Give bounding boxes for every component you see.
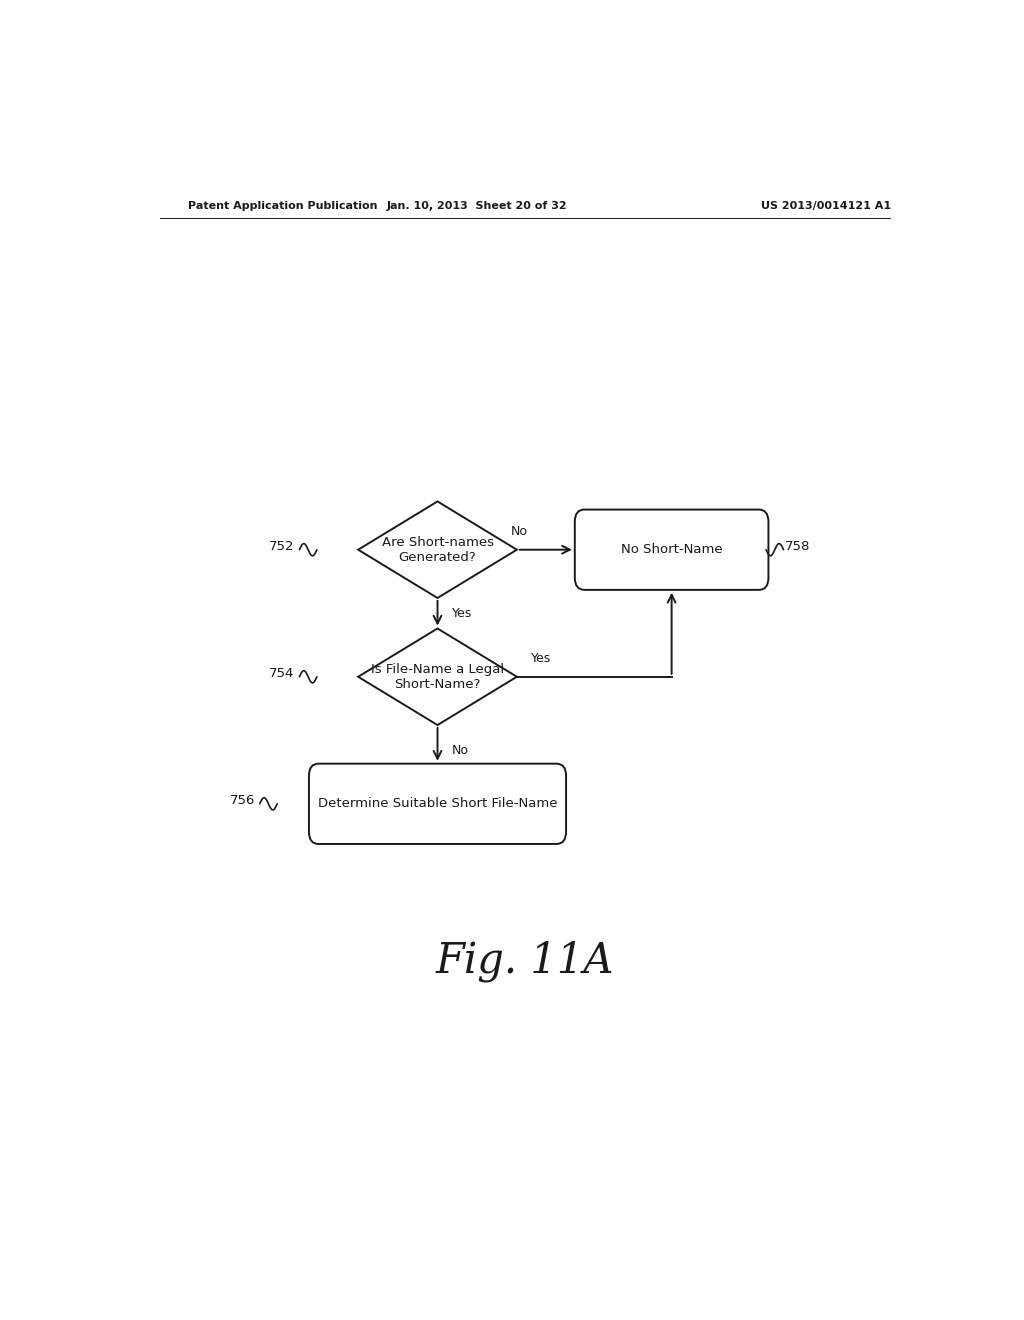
- Text: Patent Application Publication: Patent Application Publication: [187, 201, 377, 211]
- Text: 752: 752: [269, 540, 295, 553]
- Text: 756: 756: [229, 795, 255, 808]
- Text: Determine Suitable Short File-Name: Determine Suitable Short File-Name: [317, 797, 557, 810]
- Text: 754: 754: [269, 667, 295, 680]
- Text: Yes: Yes: [452, 607, 472, 619]
- Text: No: No: [452, 744, 469, 756]
- Text: No Short-Name: No Short-Name: [621, 544, 722, 556]
- Text: No: No: [510, 524, 527, 537]
- Text: 758: 758: [785, 540, 810, 553]
- Text: Fig. 11A: Fig. 11A: [435, 940, 614, 982]
- Text: Jan. 10, 2013  Sheet 20 of 32: Jan. 10, 2013 Sheet 20 of 32: [387, 201, 567, 211]
- Text: US 2013/0014121 A1: US 2013/0014121 A1: [761, 201, 892, 211]
- Text: Is File-Name a Legal
Short-Name?: Is File-Name a Legal Short-Name?: [371, 663, 504, 690]
- Text: Yes: Yes: [531, 652, 551, 664]
- Text: Are Short-names
Generated?: Are Short-names Generated?: [382, 536, 494, 564]
